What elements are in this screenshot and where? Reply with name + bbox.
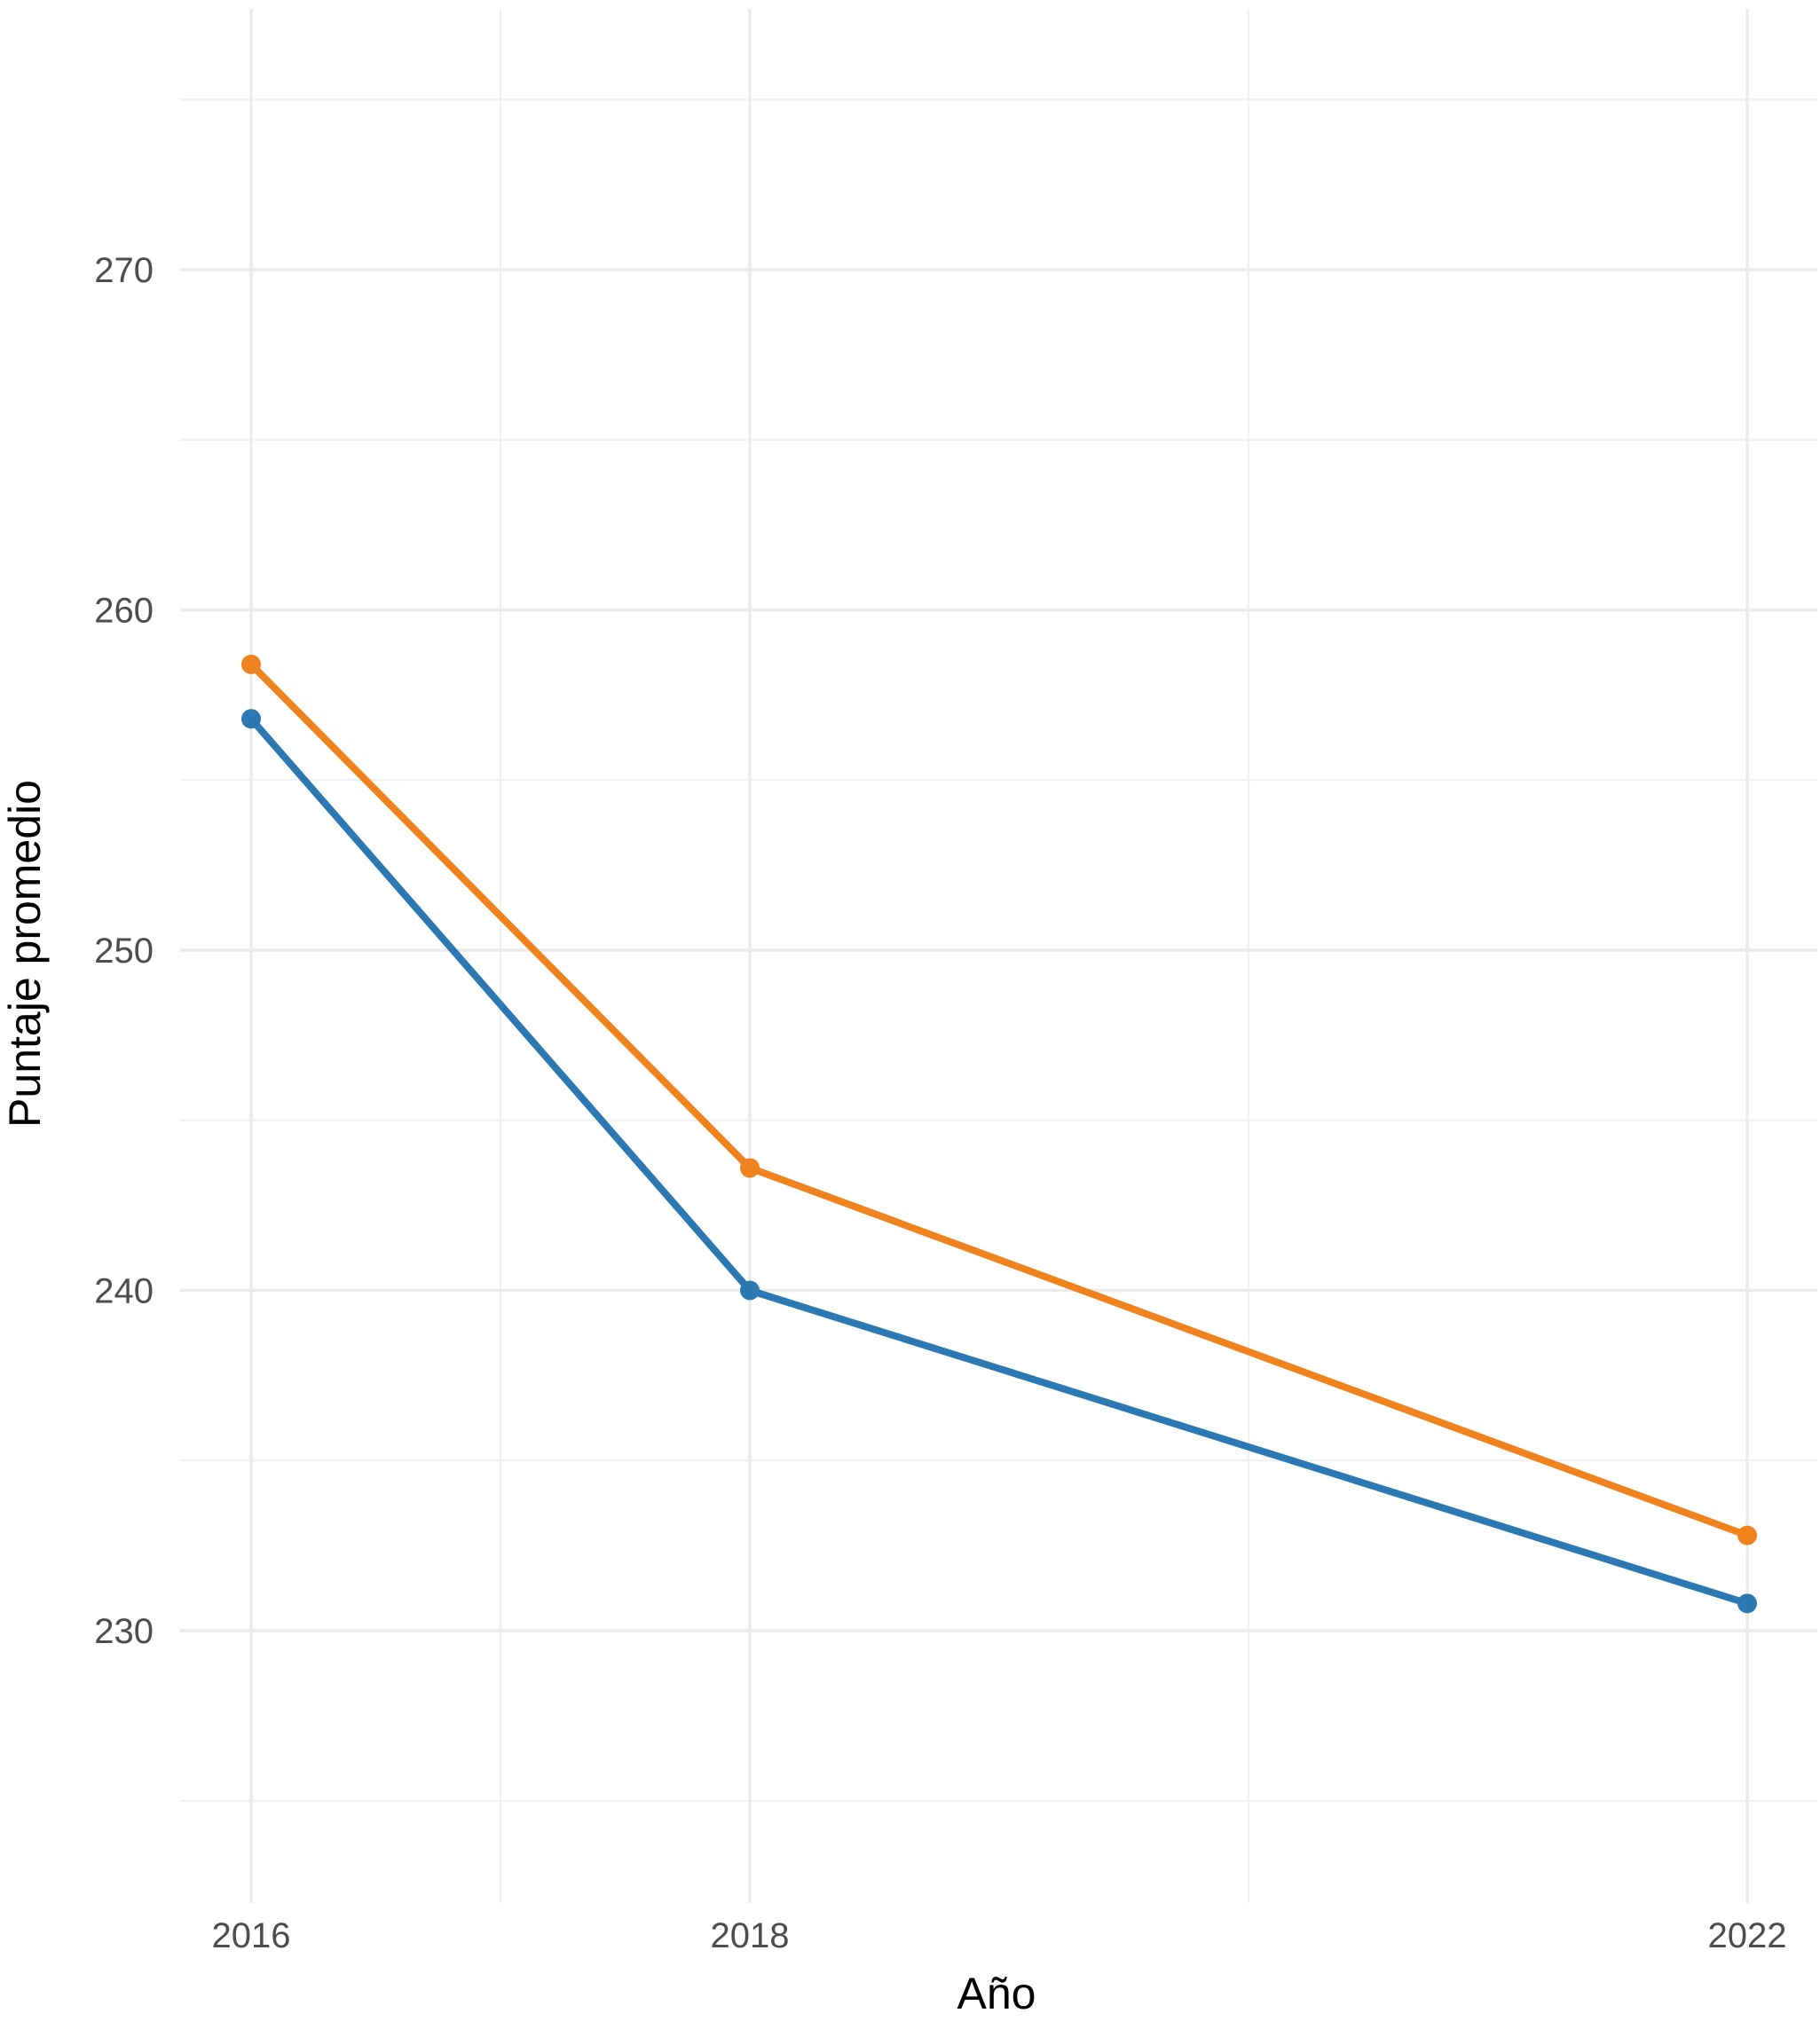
x-tick-label: 2018 [711, 1916, 790, 1955]
data-point-series-1 [1737, 1525, 1757, 1545]
x-axis-title: Año [957, 1969, 1036, 2018]
y-tick-label: 260 [94, 592, 154, 631]
x-axis-tick-labels: 2016 2018 2022 [212, 1916, 1787, 1955]
major-gridlines [180, 9, 1817, 1903]
minor-gridlines [180, 9, 1817, 1903]
series-line-2 [248, 715, 1751, 1608]
y-axis-title: Puntaje promedio [0, 780, 50, 1128]
x-tick-label: 2016 [212, 1916, 291, 1955]
data-point-series-1 [740, 1158, 760, 1178]
data-point-series-2 [740, 1280, 760, 1301]
data-point-series-1 [241, 654, 261, 674]
series-lines [248, 660, 1751, 1608]
x-tick-label: 2022 [1708, 1916, 1787, 1955]
y-tick-label: 230 [94, 1612, 154, 1651]
y-axis-tick-labels: 230 240 250 260 270 [94, 251, 154, 1651]
data-point-series-2 [1737, 1593, 1757, 1614]
y-tick-label: 250 [94, 932, 154, 971]
y-tick-label: 240 [94, 1272, 154, 1311]
series-line-1 [248, 660, 1751, 1539]
data-point-series-2 [241, 709, 261, 729]
series-points [241, 654, 1757, 1614]
y-tick-label: 270 [94, 251, 154, 290]
